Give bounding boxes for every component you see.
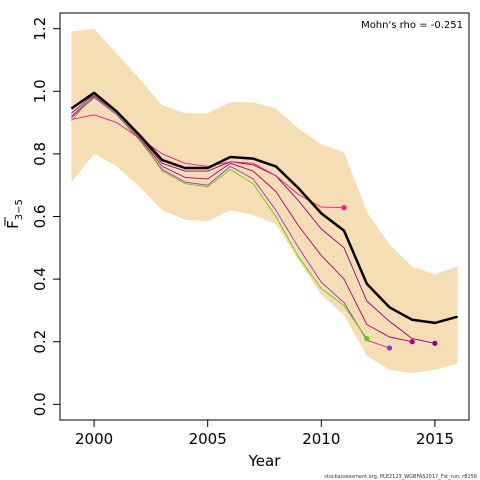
y-tick-label: 1.0 [31, 79, 49, 103]
terminal-point-peel-4 [364, 336, 370, 342]
terminal-point-peel-1 [432, 340, 438, 346]
series-line-peel-4 [71, 93, 368, 339]
y-tick-label: 0.4 [31, 267, 49, 291]
confidence-band [71, 28, 458, 373]
series-line-full [70, 91, 458, 325]
series-line-peel-3 [71, 97, 390, 349]
terminal-point-peel-3 [386, 345, 393, 351]
y-tick-label: 0.6 [31, 205, 49, 229]
x-axis: 2000 2005 2010 2015 [75, 419, 454, 448]
y-tick-label: 0.2 [31, 330, 49, 354]
x-tick-label: 2005 [189, 430, 227, 448]
y-tick-label: 1.2 [31, 17, 49, 41]
y-tick-label: 0.0 [31, 392, 49, 416]
y-tick-label: 0.8 [31, 142, 49, 166]
y-axis-title-base: F [4, 220, 22, 229]
terminal-point-peel-2 [409, 339, 415, 345]
svg-text:F3−5: F3−5 [4, 199, 25, 229]
x-tick-label: 2010 [302, 430, 340, 448]
x-tick-label: 2015 [416, 430, 454, 448]
series-layer [70, 91, 458, 349]
footer-note: stockassessment.org, PLE2123_WGBFAS2017_… [324, 474, 477, 480]
y-axis-title: F3−5 [4, 199, 25, 229]
series-line-peel-5 [71, 114, 345, 209]
x-tick-label: 2000 [75, 430, 113, 448]
y-axis-title-subscript: 3−5 [14, 199, 25, 220]
mohns-rho-annotation: Mohn's rho = -0.251 [361, 20, 463, 31]
confidence-band-layer [71, 28, 458, 373]
terminal-point-peel-5 [341, 205, 347, 211]
x-axis-title: Year [248, 452, 282, 470]
y-axis: 0.0 0.2 0.4 0.6 0.8 1.0 1.2 [31, 17, 61, 416]
terminal-points-layer [341, 205, 438, 351]
